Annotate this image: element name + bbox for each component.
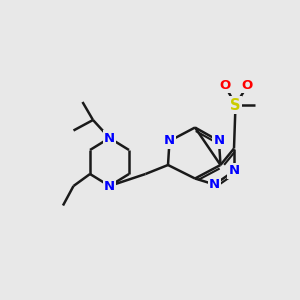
Text: N: N	[213, 134, 225, 148]
Text: N: N	[209, 178, 220, 191]
Text: N: N	[104, 131, 115, 145]
Text: N: N	[228, 164, 240, 178]
Text: N: N	[104, 179, 115, 193]
Text: O: O	[242, 79, 253, 92]
Text: N: N	[164, 134, 175, 148]
Text: S: S	[230, 98, 241, 112]
Text: O: O	[219, 79, 231, 92]
